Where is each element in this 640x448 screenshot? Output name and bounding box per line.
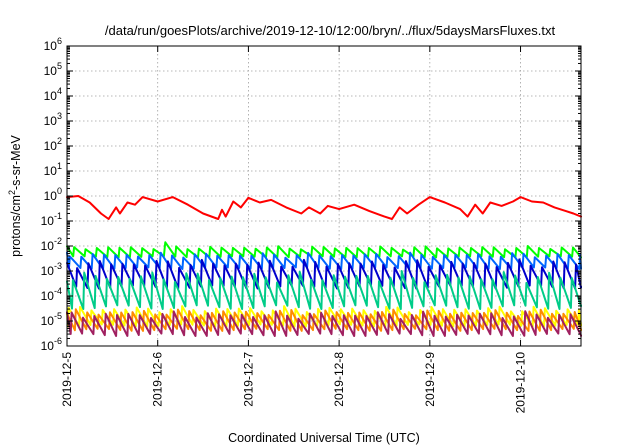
y-tick-labels: 10-6 10-5 10-4 10-3 10-2 10-1 100 101 102 103 104 1… <box>41 36 62 353</box>
x-tick-label: 2019-12-7 <box>241 352 255 407</box>
y-axis-label-tail: -s-sr-MeV <box>9 134 23 190</box>
y-tick-label: 100 <box>44 186 62 203</box>
series-line-8 <box>66 310 582 337</box>
ticks <box>66 45 581 347</box>
series-line-6 <box>66 305 582 328</box>
x-tick-label: 2019-12-10 <box>514 352 528 414</box>
y-tick-label: 10-6 <box>41 336 62 353</box>
y-tick-label: 10-3 <box>41 261 62 278</box>
x-tick-label: 2019-12-8 <box>332 352 346 407</box>
y-tick-label: 10-2 <box>41 236 62 253</box>
x-tick-label: 2019-12-5 <box>60 352 74 407</box>
y-tick-label: 10-1 <box>41 211 62 228</box>
y-axis-label: protons/cm2-s-sr-MeV <box>7 134 23 256</box>
y-tick-label: 105 <box>44 61 62 78</box>
series-line-5 <box>66 270 582 310</box>
y-tick-label: 102 <box>44 136 62 153</box>
series-line-1 <box>66 195 582 220</box>
x-tick-label: 2019-12-9 <box>423 352 437 407</box>
series-line-2 <box>66 241 582 259</box>
x-tick-label: 2019-12-6 <box>151 352 165 407</box>
y-tick-label: 10-5 <box>41 311 62 328</box>
x-tick-labels: 2019-12-5 2019-12-6 2019-12-7 2019-12-8 2019… <box>60 352 528 414</box>
series-layer <box>66 195 582 337</box>
chart-title: /data/run/goesPlots/archive/2019-12-10/1… <box>105 23 556 38</box>
y-tick-label: 101 <box>44 161 62 178</box>
y-axis-label-sup: 2 <box>7 190 17 195</box>
y-tick-label: 10-4 <box>41 286 62 303</box>
y-axis-label-main: protons/cm <box>9 195 23 257</box>
x-axis-label: Coordinated Universal Time (UTC) <box>228 431 420 445</box>
y-tick-label: 103 <box>44 111 62 128</box>
y-tick-label: 104 <box>44 86 62 103</box>
y-tick-label: 106 <box>44 36 62 53</box>
series-line-3 <box>66 251 582 270</box>
grid <box>67 46 581 346</box>
